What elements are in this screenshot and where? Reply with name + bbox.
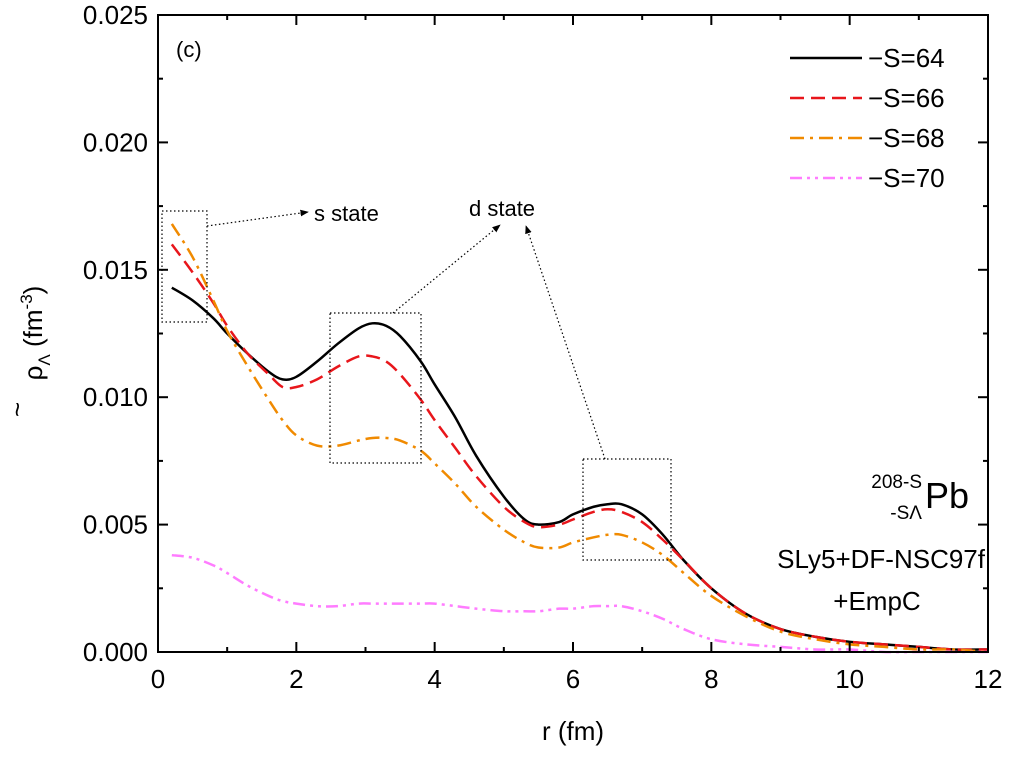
y-tick-label: 0.015 [83,255,148,285]
d-state-arrow-2 [525,225,606,460]
d-state-label: d state [469,196,535,221]
series-layer [170,223,989,654]
x-tick-label: 2 [289,664,303,694]
y-axis-label-unit-close: ) [18,286,48,295]
series-line-3 [170,223,989,654]
y-axis-label-unit-open: (fm [18,309,48,354]
legend-label-1: −S=64 [868,43,945,73]
d-state-box-1 [329,312,422,464]
svg-text:ρΛ (fm-3): ρΛ (fm-3) [17,286,54,381]
d-state-arrow-1 [392,224,501,314]
x-tick-label: 12 [974,664,1003,694]
y-tick-label: 0.000 [83,637,148,667]
x-tick-label: 8 [704,664,718,694]
y-tick-label: 0.025 [83,0,148,30]
x-tick-label: 0 [151,664,165,694]
legend-label-4: −S=70 [868,163,945,193]
x-tick-label: 10 [835,664,864,694]
model-label-line2: +EmpC [833,586,920,616]
y-axis-label-tilde: ~ [2,402,32,417]
y-axis-label: ρΛ (fm-3) ~ [2,286,54,417]
panel-label: (c) [176,37,202,62]
nucleus-element: Pb [925,475,969,516]
nucleus-sub-label: -SΛ [890,503,922,524]
nucleus-mass-label: 208-S [871,472,922,493]
x-axis-label: r (fm) [542,716,604,746]
y-tick-label: 0.020 [83,127,148,157]
legend: −S=64 −S=66 −S=68 −S=70 [790,43,945,193]
d-state-box-2 [582,458,672,561]
s-state-arrow [206,209,309,227]
y-axis-label-base: ρ [18,366,48,381]
tick-layer: 0 2 4 6 8 10 12 0.000 0.005 0.010 0.015 0.020 0.025 [83,0,1003,694]
model-label-line1: SLy5+DF-NSC97f [777,544,986,574]
series-line-2 [170,243,989,651]
x-tick-label: 6 [566,664,580,694]
y-tick-label: 0.005 [83,510,148,540]
s-state-label: s state [314,201,379,226]
legend-label-3: −S=68 [868,123,945,153]
y-axis-label-unit-exp: -3 [17,294,36,309]
s-state-box [161,210,208,323]
x-tick-label: 4 [427,664,441,694]
y-axis-label-subscript: Λ [35,354,54,366]
legend-label-2: −S=66 [868,83,945,113]
y-tick-label: 0.010 [83,382,148,412]
